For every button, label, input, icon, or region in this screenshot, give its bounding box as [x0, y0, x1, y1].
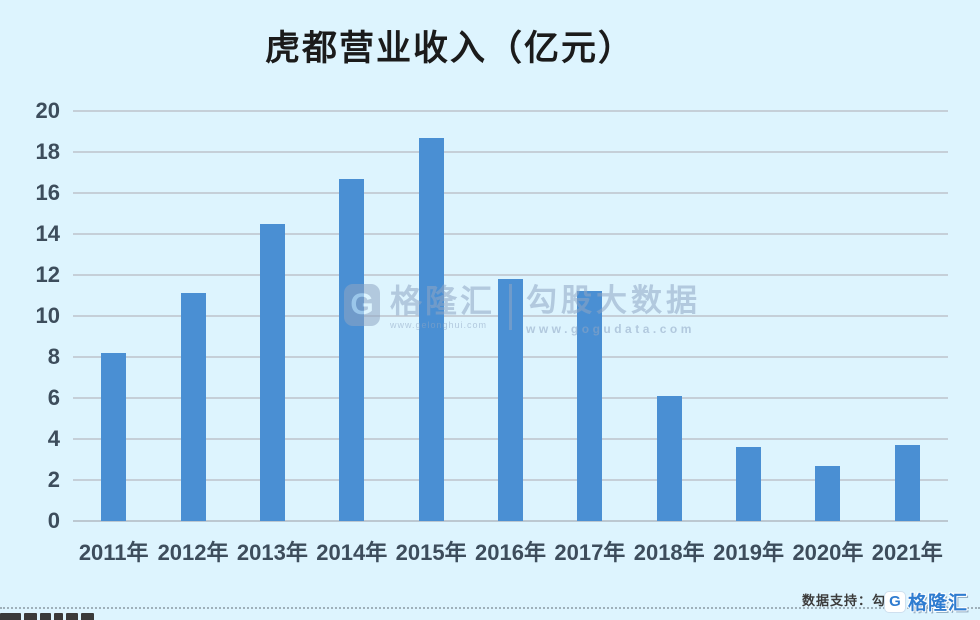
x-tick-label-2018年: 2018年 [633, 540, 705, 565]
bar-slot-2015年 [391, 111, 470, 521]
gelonghui-logo-icon: G [883, 590, 906, 613]
bar-2021年 [894, 445, 920, 521]
x-tick-label-2013年: 2013年 [236, 540, 308, 565]
x-tick-label-2016年: 2016年 [475, 540, 546, 565]
gridline-y18 [73, 151, 948, 153]
chart-title: 虎都营业收入（亿元） [264, 29, 635, 68]
truncated-text-fragment [0, 613, 94, 620]
gridline-y14 [73, 233, 948, 235]
x-tick-label-2021年: 2021年 [871, 540, 943, 565]
gridline-y0 [73, 520, 948, 522]
y-tick-label-10: 10 [35, 303, 60, 328]
footer-divider-dotted [0, 607, 980, 609]
bar-slot-2021年 [868, 111, 947, 521]
bar-2011年 [101, 352, 127, 521]
y-tick-label-0: 0 [47, 508, 60, 533]
bar-2015年 [418, 137, 444, 521]
bar-2012年 [180, 293, 206, 521]
gelonghui-footer-logo: G 格隆汇 [883, 588, 968, 615]
data-source-caption: 数据支持：勾股 [801, 593, 900, 608]
y-tick-label-20: 20 [35, 98, 60, 123]
bar-2013年 [259, 223, 285, 521]
bar-slot-2013年 [233, 111, 312, 521]
bar-2017年 [577, 291, 603, 521]
bar-slot-2011年 [74, 111, 153, 521]
bar-slot-2020年 [788, 111, 867, 521]
y-tick-label-18: 18 [35, 139, 60, 164]
bar-slot-2014年 [312, 111, 391, 521]
bar-slot-2012年 [153, 111, 232, 521]
x-tick-label-2014年: 2014年 [316, 540, 388, 565]
y-tick-label-16: 16 [35, 180, 60, 205]
gridline-y20 [73, 110, 948, 112]
y-tick-label-8: 8 [47, 344, 60, 369]
y-tick-label-2: 2 [47, 467, 60, 492]
y-tick-label-14: 14 [35, 221, 60, 246]
bar-2020年 [815, 465, 841, 521]
bar-slot-2017年 [550, 111, 629, 521]
gelonghui-g-glyph: G [889, 593, 901, 610]
bar-2014年 [339, 178, 365, 521]
y-tick-label-4: 4 [47, 426, 60, 451]
gelonghui-logo-text: 格隆汇 [907, 593, 968, 614]
gridline-y16 [73, 192, 948, 194]
x-tick-label-2020年: 2020年 [792, 540, 864, 565]
gridline-y12 [73, 274, 948, 276]
x-tick-label-2015年: 2015年 [395, 540, 467, 565]
x-tick-label-2019年: 2019年 [713, 540, 785, 565]
plot-area [74, 111, 947, 521]
x-tick-label-2012年: 2012年 [157, 540, 229, 565]
y-tick-label-12: 12 [35, 262, 60, 287]
bar-slot-2016年 [471, 111, 550, 521]
bar-2019年 [736, 447, 762, 521]
bar-slot-2018年 [630, 111, 709, 521]
y-tick-label-6: 6 [47, 385, 60, 410]
bar-2016年 [497, 279, 523, 521]
bar-slot-2019年 [709, 111, 788, 521]
bar-2018年 [656, 395, 682, 521]
x-axis-labels: 2011年 2012年 2013年 2014年 2015年 2016年 2017年 2018年… [74, 535, 947, 567]
x-tick-label-2011年: 2011年 [78, 540, 149, 565]
x-tick-label-2017年: 2017年 [554, 540, 626, 565]
